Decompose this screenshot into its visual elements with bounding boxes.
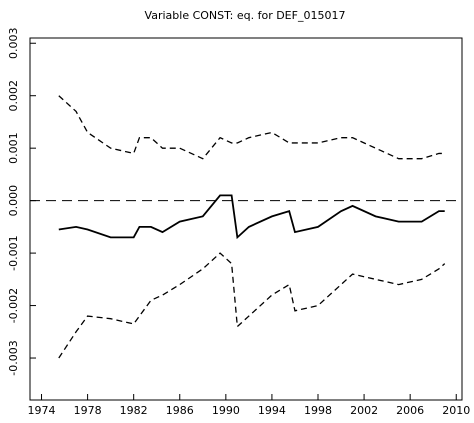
series-line — [58, 95, 445, 160]
series-line — [58, 194, 445, 240]
y-tick-label: 0.000 — [7, 185, 20, 217]
x-tick-label: 2002 — [350, 404, 378, 417]
y-tick-label: 0.002 — [7, 80, 20, 112]
y-tick-label: 0.001 — [7, 132, 20, 164]
x-tick-label: 1986 — [166, 404, 194, 417]
y-tick-label: -0.002 — [7, 288, 20, 323]
x-tick-label: 1990 — [212, 404, 240, 417]
x-tick-label: 1994 — [258, 404, 286, 417]
plot-frame — [29, 37, 463, 401]
chart-title: Variable CONST: eq. for DEF_015017 — [145, 9, 346, 22]
x-tick-label: 1998 — [304, 404, 332, 417]
series-line — [58, 252, 446, 359]
y-tick-label: -0.003 — [7, 340, 20, 375]
x-tick-label: 1982 — [120, 404, 148, 417]
x-tick-label: 2006 — [396, 404, 424, 417]
y-tick-label: -0.001 — [7, 235, 20, 270]
x-tick-label: 1978 — [74, 404, 102, 417]
x-tick-label: 2010 — [442, 404, 470, 417]
x-tick-label: 1974 — [28, 404, 56, 417]
y-tick-label: 0.003 — [7, 27, 20, 59]
